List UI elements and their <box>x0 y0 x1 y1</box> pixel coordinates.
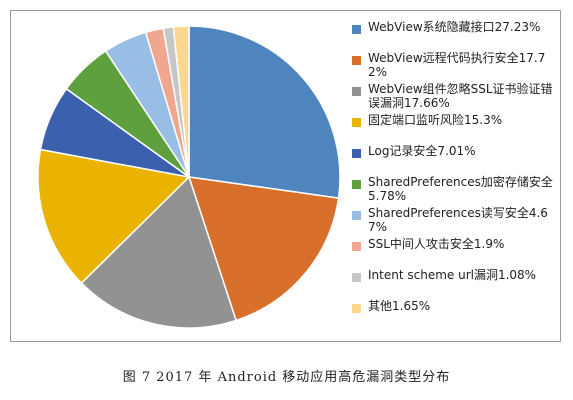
pie-slice-2 <box>187 176 340 322</box>
legend-swatch-5 <box>352 149 361 158</box>
legend-label-3: WebView组件忽略SSL证书验证错误漏洞17.66% <box>368 82 553 110</box>
legend-swatch-2 <box>352 56 361 65</box>
legend-swatch-7 <box>352 211 361 220</box>
legend-label-5: Log记录安全7.01% <box>368 144 476 158</box>
pie-slice-4 <box>37 148 191 285</box>
legend-label-7: SharedPreferences读写安全4.67% <box>368 206 548 234</box>
legend-swatch-8 <box>352 242 361 251</box>
legend-swatch-9 <box>352 273 361 282</box>
pie-slice-3 <box>80 175 238 329</box>
chart-frame <box>10 10 561 342</box>
pie-slice-10 <box>172 25 190 178</box>
legend-label-10: 其他1.65% <box>368 299 431 313</box>
legend-label-6: SharedPreferences加密存储安全5.78% <box>368 175 553 203</box>
legend-label-8: SSL中间人攻击安全1.9% <box>368 237 505 251</box>
legend-label-2: WebView远程代码执行安全17.72% <box>368 51 546 79</box>
legend-label-4: 固定端口监听风险15.3% <box>368 113 503 127</box>
legend-swatch-1 <box>352 25 361 34</box>
legend-label-9: Intent scheme url漏洞1.08% <box>368 268 537 282</box>
pie-slice-1 <box>188 25 341 199</box>
legend-label-1: WebView系统隐藏接口27.23% <box>368 20 541 34</box>
legend-swatch-10 <box>352 304 361 313</box>
legend-swatch-3 <box>352 87 361 96</box>
figure-caption: 图 7 2017 年 Android 移动应用高危漏洞类型分布 <box>122 370 451 385</box>
legend-swatch-4 <box>352 118 361 127</box>
legend-swatch-6 <box>352 180 361 189</box>
